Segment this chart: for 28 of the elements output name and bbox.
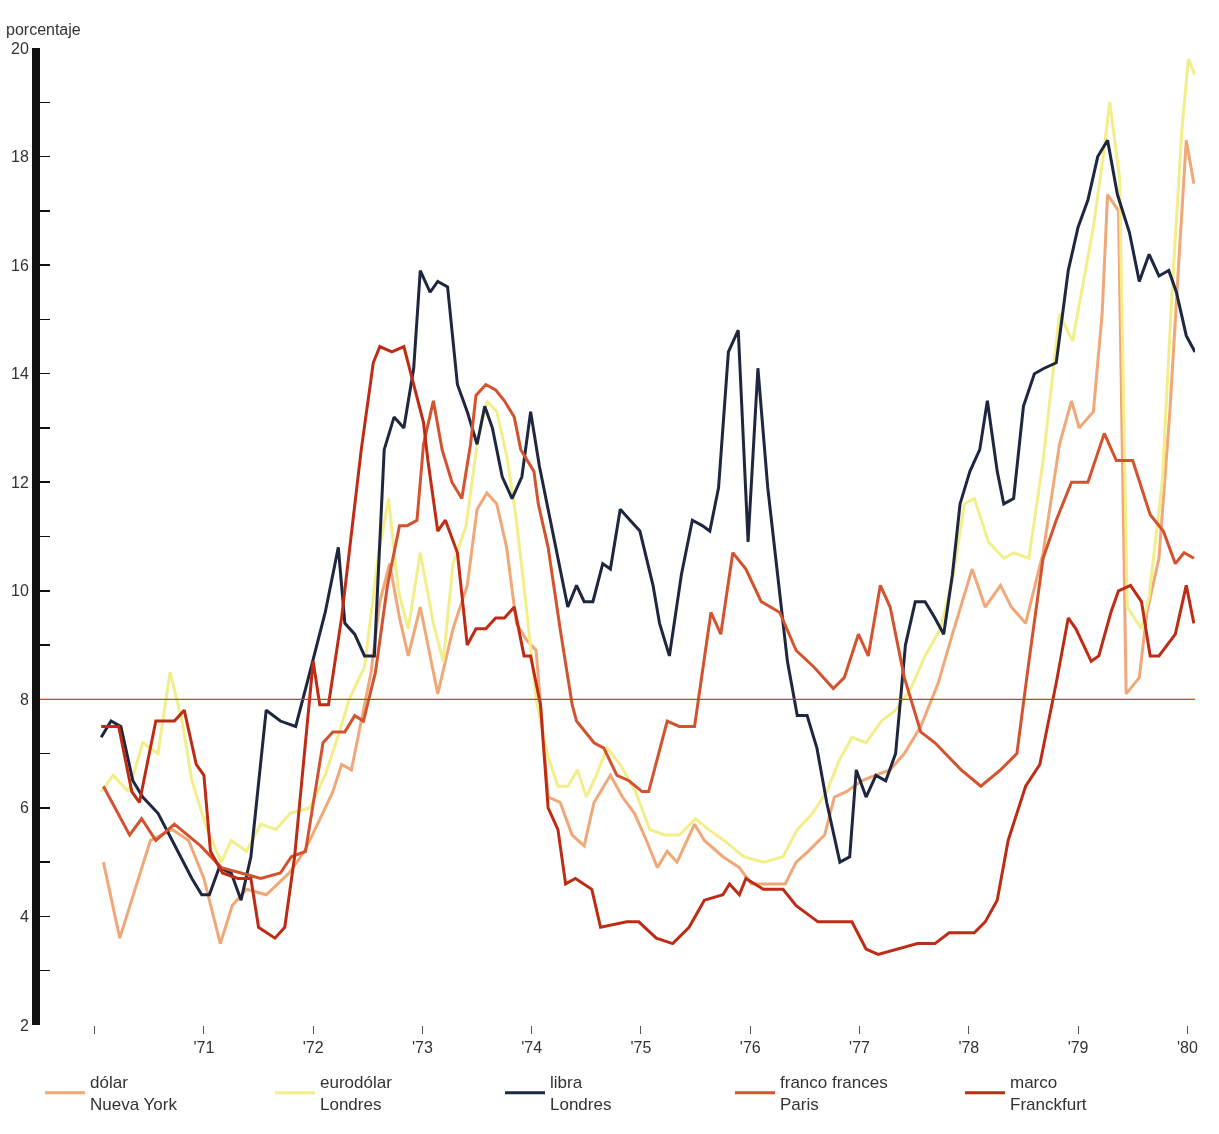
legend-label: dólar Nueva York (90, 1073, 178, 1115)
legend-label: libra Londres (550, 1073, 612, 1115)
x-tick-label: '75 (630, 1039, 652, 1057)
x-tick-label: '77 (849, 1039, 871, 1057)
y-tick-label: 2 (19, 1016, 29, 1034)
y-tick-label: 8 (19, 690, 29, 708)
line-series (99, 345, 1195, 956)
x-tick-label: '76 (739, 1039, 761, 1057)
y-tick-label: 4 (19, 908, 29, 926)
legend-label: marco Franckfurt (1010, 1073, 1087, 1115)
y-tick-label: 10 (11, 582, 29, 600)
y-axis-title: porcentaje (6, 21, 81, 38)
y-tick-label: 12 (11, 473, 29, 491)
y-tick-label: 6 (19, 799, 29, 817)
x-tick-label: '80 (1176, 1039, 1198, 1057)
y-tick-label: 14 (11, 365, 29, 383)
x-tick-label: '78 (958, 1039, 980, 1057)
x-tick-label: '79 (1067, 1039, 1089, 1057)
y-tick-label: 18 (11, 148, 29, 166)
y-tick-label: 16 (11, 256, 29, 274)
x-tick-label: '71 (193, 1039, 215, 1057)
line-series (101, 383, 1195, 880)
x-tick-label: '74 (521, 1039, 543, 1057)
y-tick-label: 20 (11, 39, 29, 57)
legend-label: franco frances Paris (780, 1073, 888, 1115)
x-tick-label: '72 (302, 1039, 324, 1057)
x-tick-label: '73 (412, 1039, 433, 1057)
legend-label: eurodólar Londres (320, 1073, 393, 1115)
